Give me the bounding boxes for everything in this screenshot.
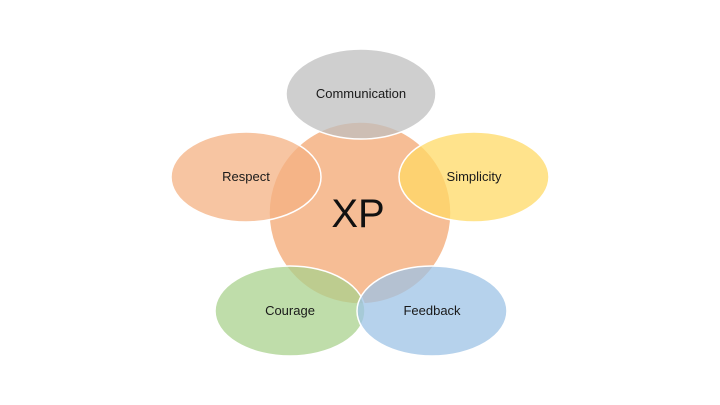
petal-label-communication: Communication (316, 86, 406, 101)
petal-feedback (356, 265, 508, 357)
petal-respect (170, 131, 322, 223)
petal-communication (285, 48, 437, 140)
petal-simplicity (398, 131, 550, 223)
petal-label-simplicity: Simplicity (447, 169, 502, 184)
center-label-xp: XP (331, 192, 384, 236)
petal-label-feedback: Feedback (403, 303, 461, 318)
petal-label-courage: Courage (265, 303, 315, 318)
petal-label-respect: Respect (222, 169, 270, 184)
